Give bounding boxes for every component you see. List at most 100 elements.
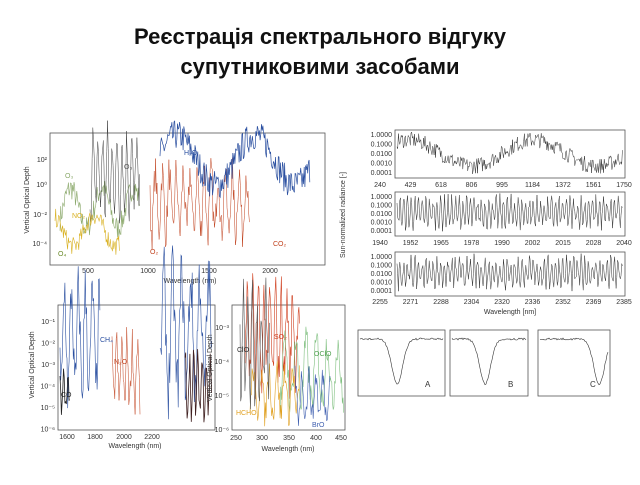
species-label: CO [61,392,72,399]
species-label: O₄ [58,251,66,258]
title: супутниковими засобами [180,54,459,79]
plot-frame [49,132,326,266]
species-label: BrO [312,422,325,429]
plot-frame [357,329,446,397]
x-tick-label: 2352 [555,299,571,306]
x-tick-label: 1965 [433,240,449,247]
species-label: O₂ [150,249,158,256]
species-label: CH₄ [100,337,113,344]
y-tick-label: 0.0010 [371,279,393,286]
x-tick-label: 1372 [555,182,571,189]
species-label: NO₂ [72,213,86,220]
spectrum [59,266,101,409]
y-tick-label: 0.0100 [371,151,393,158]
spectrum [396,253,623,292]
y-tick-label: 10⁻⁵ [215,393,229,400]
y-axis-label: Vertical Optical Depth [24,166,31,233]
y-tick-label: 10⁻³ [215,325,229,332]
y-tick-label: 0.0001 [371,170,393,177]
spectrum [451,337,527,386]
y-tick-label: 1.0000 [371,132,393,139]
y-tick-label: 10⁻¹ [41,319,55,326]
x-tick-label: 1600 [59,434,75,441]
x-tick-label: 2015 [555,240,571,247]
x-tick-label: 1952 [403,240,419,247]
x-axis-label: Wavelength (nm) [108,443,161,450]
species-label: N₂O [114,359,128,366]
x-tick-label: 2271 [403,299,419,306]
species-label: OClO [314,351,332,358]
inset-label: B [508,380,513,389]
x-tick-label: 300 [256,435,268,442]
inset-label: C [590,380,596,389]
y-tick-label: 0.1000 [371,202,393,209]
spectrum [539,337,609,386]
y-axis-label: Vertical Optical Depth [29,331,36,398]
x-tick-label: 806 [466,182,478,189]
y-tick-label: 0.0001 [371,228,393,235]
y-tick-label: 0.1000 [371,262,393,269]
x-tick-label: 2002 [525,240,541,247]
y-tick-label: 10² [37,157,48,164]
spectrum [359,337,444,385]
x-tick-label: 2200 [144,434,160,441]
x-tick-label: 2000 [116,434,132,441]
spectrum [294,365,331,426]
y-tick-label: 0.0100 [371,211,393,218]
x-tick-label: 618 [435,182,447,189]
x-tick-label: 2255 [372,299,388,306]
spectrum [184,349,212,423]
y-tick-label: 0.0010 [371,219,393,226]
y-tick-label: 1.0000 [371,254,393,261]
x-tick-label: 995 [496,182,508,189]
plot-frame [449,329,529,397]
x-tick-label: 450 [335,435,347,442]
species-label: HCHO [236,410,257,417]
spectrum [159,120,311,199]
spectrum [149,157,250,250]
plot-frame [394,251,626,297]
x-axis-label: Wavelength (nm) [261,446,314,453]
plot-frame [394,129,626,179]
spectrum [249,361,300,427]
y-tick-label: 0.0001 [371,288,393,295]
y-tick-label: 10⁻⁴ [41,383,56,390]
species-label: O₃ [124,164,132,171]
y-tick-label: 0.0100 [371,271,393,278]
x-tick-label: 2369 [586,299,602,306]
y-tick-label: 10⁻⁴ [215,359,230,366]
x-tick-label: 2288 [433,299,449,306]
x-tick-label: 1978 [464,240,480,247]
species-label: O₃ [65,173,73,180]
x-tick-label: 1561 [586,182,602,189]
x-tick-label: 350 [283,435,295,442]
inset-label: A [425,380,431,389]
y-tick-label: 10⁻⁶ [41,426,55,433]
x-tick-label: 1990 [494,240,510,247]
species-label: CO₂ [273,241,287,248]
spectrum [111,327,141,415]
x-tick-label: 1800 [87,434,103,441]
x-tick-label: 250 [230,435,242,442]
y-tick-label: 1.0000 [371,194,393,201]
y-tick-label: 10⁻⁴ [33,241,48,248]
spectrum [159,245,213,420]
spectrum [396,193,623,232]
species-label: H₂O [184,150,198,157]
spectrum [54,208,120,255]
title: Реєстрація спектрального відгуку [134,24,507,49]
x-tick-label: 1940 [372,240,388,247]
y-tick-label: 10⁻² [41,340,55,347]
x-tick-label: 2320 [494,299,510,306]
y-tick-label: 10⁻³ [41,362,55,369]
plot-frame [57,304,216,431]
x-tick-label: 1184 [525,182,540,189]
x-tick-label: 2040 [616,240,632,247]
x-tick-label: 429 [405,182,417,189]
spectrum [59,368,70,415]
spectrum [89,120,140,224]
y-tick-label: 10⁰ [36,181,47,189]
y-tick-label: 0.1000 [371,141,393,148]
plot-frame [231,304,346,431]
